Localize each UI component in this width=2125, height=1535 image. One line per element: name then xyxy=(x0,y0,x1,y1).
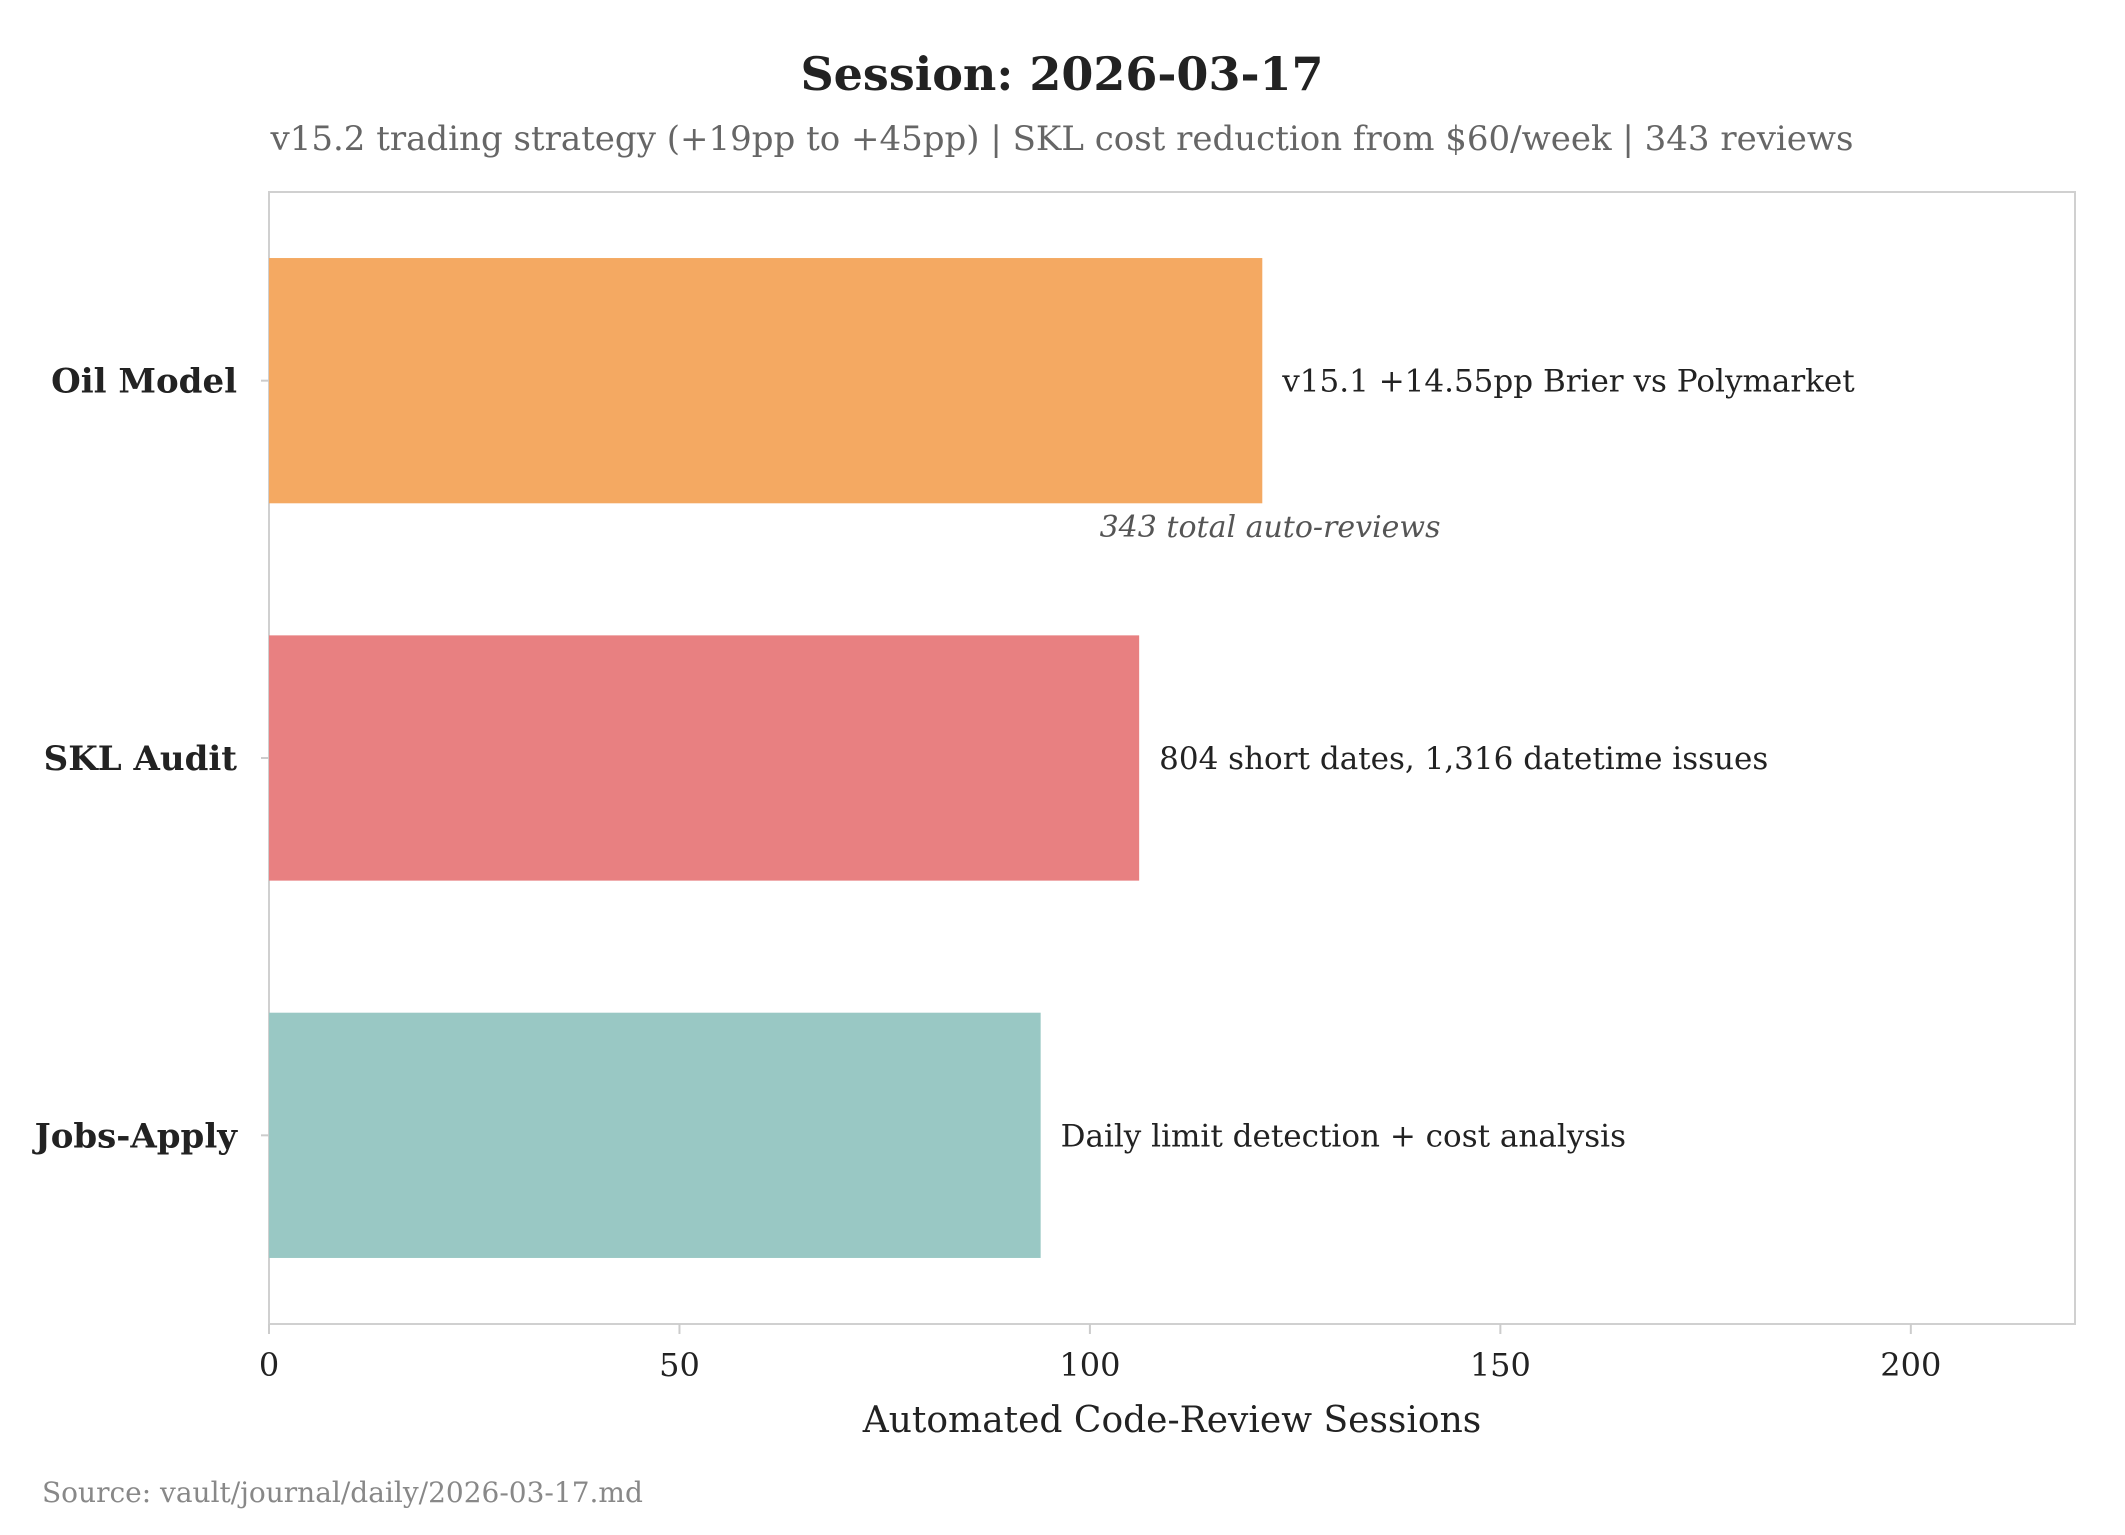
x-tick-label: 100 xyxy=(1059,1346,1120,1384)
chart-subtitle: v15.2 trading strategy (+19pp to +45pp) … xyxy=(270,119,1854,159)
bar-1 xyxy=(269,635,1140,881)
annotation-text: 343 total auto-reviews xyxy=(1100,510,1441,545)
category-label: Jobs-Apply xyxy=(32,1116,239,1156)
x-tick-label: 200 xyxy=(1880,1346,1941,1384)
x-tick-label: 50 xyxy=(659,1346,700,1384)
chart-title: Session: 2026-03-17 xyxy=(800,47,1323,101)
category-label: SKL Audit xyxy=(44,739,238,779)
bar-label: Daily limit detection + cost analysis xyxy=(1061,1118,1626,1154)
bar-label: v15.1 +14.55pp Brier vs Polymarket xyxy=(1281,364,1855,400)
source-note: Source: vault/journal/daily/2026-03-17.m… xyxy=(42,1476,643,1509)
bar-label: 804 short dates, 1,316 datetime issues xyxy=(1159,741,1768,777)
category-label: Oil Model xyxy=(51,362,237,402)
bar-0 xyxy=(269,258,1263,504)
x-tick-label: 0 xyxy=(259,1346,279,1384)
x-tick-label: 150 xyxy=(1470,1346,1531,1384)
x-axis-label: Automated Code-Review Sessions xyxy=(862,1400,1482,1441)
bar-2 xyxy=(269,1012,1041,1258)
